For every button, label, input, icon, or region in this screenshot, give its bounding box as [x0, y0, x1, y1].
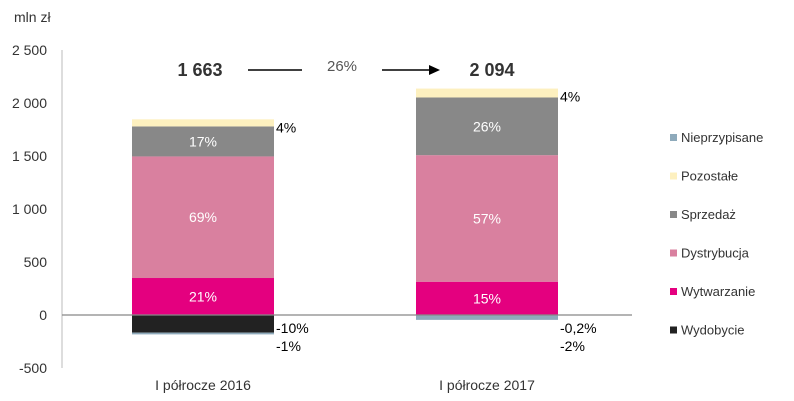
- y-tick-label: 2 000: [12, 95, 47, 111]
- y-tick-label: 1 000: [12, 201, 47, 217]
- legend-label: Dystrybucja: [681, 246, 750, 261]
- legend-swatch: [670, 134, 677, 141]
- x-tick-label: I półrocze 2016: [155, 377, 251, 393]
- segment-label: 26%: [473, 118, 501, 134]
- bar-segment: [416, 315, 558, 320]
- totals-annotation: 1 663 26% 2 094: [177, 58, 514, 80]
- y-tick-label: 1 500: [12, 148, 47, 164]
- total-label-2017: 2 094: [469, 60, 514, 80]
- segment-label: -0,2%: [560, 320, 597, 336]
- growth-arrow-head: [429, 65, 440, 75]
- segment-label: -1%: [276, 338, 301, 354]
- growth-label: 26%: [327, 58, 357, 75]
- y-tick-label: 0: [39, 307, 47, 323]
- bar-segment: [132, 156, 274, 279]
- bar-segment: [132, 315, 274, 333]
- segment-label: 69%: [189, 209, 217, 225]
- bar-segment: [416, 97, 558, 156]
- legend-swatch: [670, 249, 677, 257]
- bar-segment: [416, 155, 558, 282]
- segment-label: -10%: [276, 320, 309, 336]
- segment-label: 4%: [276, 119, 296, 135]
- legend-swatch: [670, 288, 677, 295]
- segment-label: 57%: [473, 210, 501, 226]
- segment-label: -2%: [560, 338, 585, 354]
- legend-label: Nieprzypisane: [681, 130, 763, 145]
- legend-label: Sprzedaż: [681, 207, 736, 222]
- bar-segment: [132, 126, 274, 157]
- segment-label: 15%: [473, 290, 501, 306]
- legend-swatch: [670, 326, 677, 334]
- bar-segment: [132, 332, 274, 335]
- y-tick-label: -500: [19, 360, 47, 376]
- y-axis-ticks: -500 0 500 1 000 1 500 2 000 2 500: [12, 42, 47, 376]
- segment-label: 17%: [189, 133, 217, 149]
- bar-segment: [132, 278, 274, 315]
- y-tick-label: 500: [24, 254, 48, 270]
- legend-label: Wydobycie: [681, 323, 744, 338]
- bar-segment: [416, 88, 558, 98]
- segment-label: 21%: [189, 289, 217, 305]
- bars: -10% -1% 21% 69% 17% 4% -0,2% -2% 15% 57% 26% 4%: [132, 88, 597, 354]
- bar-segment: [132, 119, 274, 127]
- total-label-2016: 1 663: [177, 60, 222, 80]
- legend-swatch: [670, 211, 677, 218]
- legend-label: Wytwarzanie: [681, 284, 755, 299]
- y-tick-label: 2 500: [12, 42, 47, 58]
- x-tick-label: I półrocze 2017: [439, 377, 535, 393]
- bar-segment: [416, 281, 558, 315]
- segment-label: 4%: [560, 89, 580, 105]
- x-axis-labels: I półrocze 2016 I półrocze 2017: [155, 377, 535, 393]
- legend-swatch: [670, 172, 677, 180]
- legend-label: Pozostałe: [681, 169, 738, 184]
- unit-label: mln zł: [14, 9, 51, 25]
- legend: Nieprzypisane Pozostałe Sprzedaż Dystrybucj…: [670, 130, 763, 338]
